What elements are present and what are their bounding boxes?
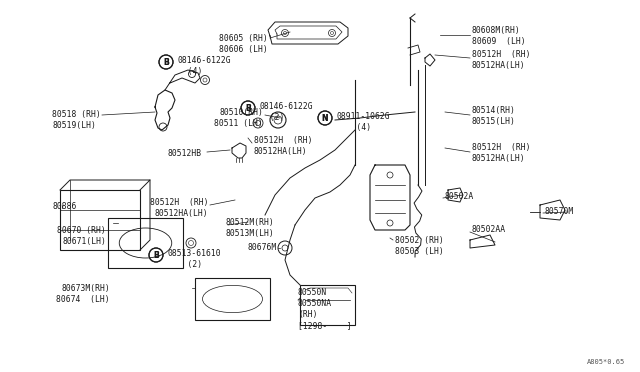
Text: A805*0.65: A805*0.65 <box>587 359 625 365</box>
Text: B: B <box>163 58 169 67</box>
Text: 80510(RH)
80511 (LH): 80510(RH) 80511 (LH) <box>214 108 263 128</box>
Text: 80570M: 80570M <box>545 207 574 216</box>
Text: B: B <box>153 250 159 260</box>
Text: 08146-6122G
  (2): 08146-6122G (2) <box>260 102 314 122</box>
Text: 80514(RH)
80515(LH): 80514(RH) 80515(LH) <box>472 106 516 126</box>
Text: 80512H  (RH)
80512HA(LH): 80512H (RH) 80512HA(LH) <box>150 198 208 218</box>
Text: B: B <box>163 58 169 67</box>
Text: B: B <box>153 250 159 260</box>
Text: 80512H  (RH)
80512HA(LH): 80512H (RH) 80512HA(LH) <box>472 143 531 163</box>
Text: 80605 (RH)
80606 (LH): 80605 (RH) 80606 (LH) <box>220 34 268 54</box>
Text: 80512H  (RH)
80512HA(LH): 80512H (RH) 80512HA(LH) <box>472 50 531 70</box>
Text: 80512M(RH)
80513M(LH): 80512M(RH) 80513M(LH) <box>226 218 275 238</box>
Text: 80886: 80886 <box>52 202 76 211</box>
Text: 80502AA: 80502AA <box>472 225 506 234</box>
Text: 08911-1062G
    (4): 08911-1062G (4) <box>337 112 390 132</box>
Text: 80502 (RH)
80503 (LH): 80502 (RH) 80503 (LH) <box>395 236 444 256</box>
Text: N: N <box>322 113 328 122</box>
Bar <box>108 218 183 268</box>
Text: 80608M(RH)
80609  (LH): 80608M(RH) 80609 (LH) <box>472 26 525 46</box>
Text: B: B <box>245 103 251 112</box>
Text: 80670 (RH)
80671(LH): 80670 (RH) 80671(LH) <box>57 226 106 246</box>
Text: 80518 (RH)
80519(LH): 80518 (RH) 80519(LH) <box>52 110 100 130</box>
Text: 80502A: 80502A <box>445 192 474 201</box>
Bar <box>195 278 270 320</box>
Text: N: N <box>322 113 328 122</box>
Text: 80673M(RH)
80674  (LH): 80673M(RH) 80674 (LH) <box>56 284 110 304</box>
Text: 80676M: 80676M <box>248 243 277 252</box>
Text: 80512H  (RH)
80512HA(LH): 80512H (RH) 80512HA(LH) <box>254 136 312 156</box>
Text: 80550N
80550NA
(RH)
[1298-    ]: 80550N 80550NA (RH) [1298- ] <box>298 288 351 330</box>
Bar <box>60 190 140 250</box>
Text: 08513-61610
    (2): 08513-61610 (2) <box>168 249 221 269</box>
Text: 80512HB: 80512HB <box>168 149 202 158</box>
Text: 08146-6122G
  (4): 08146-6122G (4) <box>178 56 232 76</box>
Text: B: B <box>245 103 251 112</box>
Bar <box>300 285 355 325</box>
